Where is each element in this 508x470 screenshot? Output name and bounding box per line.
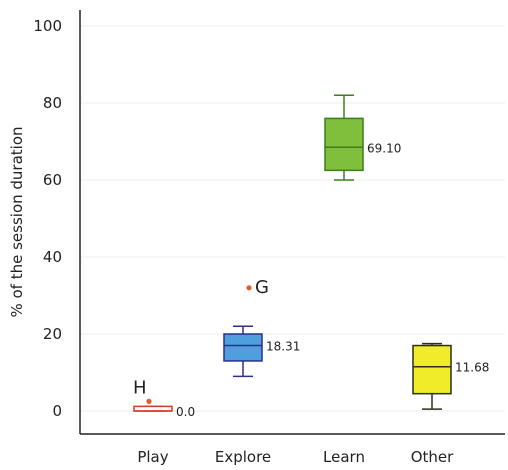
box-play: 0.0 H <box>133 377 195 419</box>
grid-layer <box>80 25 505 412</box>
value-label: 69.10 <box>367 141 401 155</box>
y-tick-label: 0 <box>52 402 62 420</box>
outlier-point <box>146 398 152 404</box>
box-learn: 69.10 <box>324 94 401 181</box>
y-tick-label: 40 <box>43 248 62 266</box>
outlier-point <box>246 285 252 291</box>
box-explore: 18.31 G <box>223 277 300 378</box>
y-tick-layer: 0 20 40 60 80 100 <box>33 17 62 420</box>
y-tick-label: 100 <box>33 17 62 35</box>
y-tick-label: 60 <box>43 171 62 189</box>
y-tick-label: 20 <box>43 325 62 343</box>
box-body <box>223 333 263 362</box>
value-label: 0.0 <box>176 405 195 419</box>
box-body <box>412 344 452 395</box>
y-tick-label: 80 <box>43 94 62 112</box>
outlier-label: G <box>255 277 269 298</box>
axis-layer: % of the session duration <box>8 10 505 435</box>
category-label-layer: Play Explore Learn Other <box>137 448 454 466</box>
value-label: 11.68 <box>455 361 489 375</box>
box-body <box>324 117 364 172</box>
box-layer: 0.0 H 18.31 G 69.10 11.68 <box>133 94 489 419</box>
box-other: 11.68 <box>412 342 489 410</box>
outlier-label: H <box>133 377 147 398</box>
category-label: Other <box>411 448 454 466</box>
category-label: Play <box>137 448 168 466</box>
category-label: Learn <box>323 448 365 466</box>
category-label: Explore <box>215 448 271 466</box>
value-label: 18.31 <box>266 340 300 354</box>
y-axis-title: % of the session duration <box>8 126 26 317</box>
